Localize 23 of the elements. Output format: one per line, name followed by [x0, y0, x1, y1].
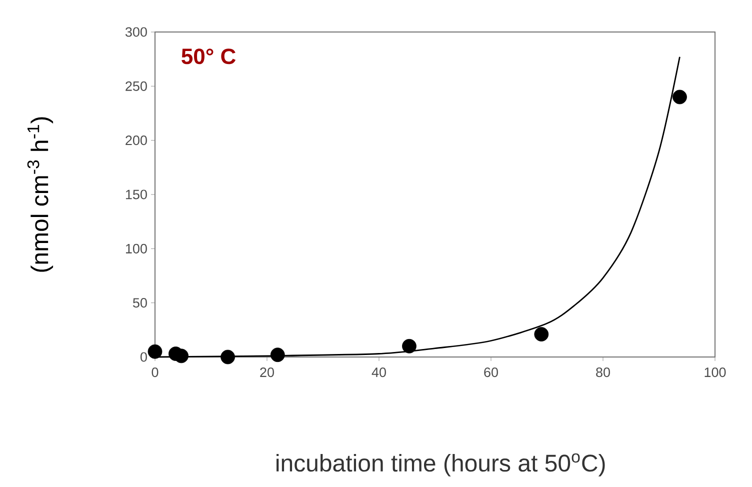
point	[220, 350, 235, 364]
annotation: 50° C	[182, 48, 236, 64]
x-tick-label: 0	[152, 368, 158, 378]
point	[270, 348, 285, 362]
y-tick-label: 50	[133, 298, 147, 308]
point	[672, 90, 687, 104]
y-tick-label: 200	[126, 136, 147, 146]
point	[148, 344, 162, 359]
y-tick-label: 100	[126, 244, 147, 254]
x-tick-label: 100	[704, 368, 726, 378]
y-tick-label: 0	[140, 352, 147, 362]
x-tick-label: 40	[372, 368, 386, 378]
y-axis-title: (nmol cm$^{-3}$ h$^{-1}$)	[27, 117, 54, 272]
y-tick-label: 250	[126, 81, 147, 91]
y-tick-label: 150	[126, 190, 147, 200]
x-axis-title: incubation time (hours at 50$^{o}$C)	[276, 453, 605, 476]
point	[534, 327, 549, 342]
point	[174, 348, 189, 364]
y-tick-label: 300	[125, 27, 147, 37]
x-tick-label: 20	[260, 368, 274, 378]
point	[402, 338, 416, 354]
x-tick-label: 80	[596, 368, 610, 378]
x-tick-label: 60	[484, 368, 498, 378]
